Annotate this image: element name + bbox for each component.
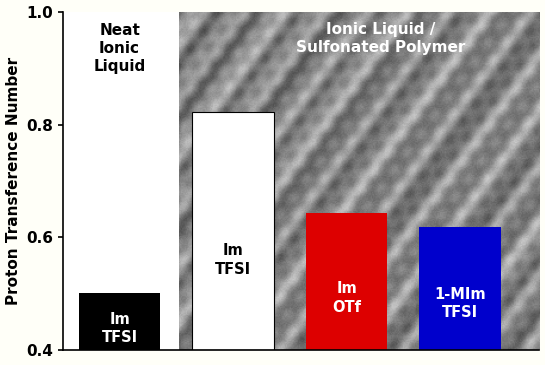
Bar — [192, 112, 274, 350]
Text: Neat
Ionic
Liquid: Neat Ionic Liquid — [93, 23, 146, 74]
Text: Im
OTf: Im OTf — [332, 281, 361, 315]
Bar — [419, 227, 501, 350]
Bar — [306, 213, 387, 350]
Bar — [63, 12, 179, 350]
Bar — [192, 112, 274, 350]
Text: 1-MIm
TFSI: 1-MIm TFSI — [434, 287, 486, 320]
Text: Ionic Liquid /
Sulfonated Polymer: Ionic Liquid / Sulfonated Polymer — [296, 22, 465, 55]
Bar — [78, 293, 160, 350]
Text: Im
TFSI: Im TFSI — [215, 243, 251, 277]
Text: Im
TFSI: Im TFSI — [101, 312, 138, 345]
Y-axis label: Proton Transference Number: Proton Transference Number — [5, 57, 21, 305]
